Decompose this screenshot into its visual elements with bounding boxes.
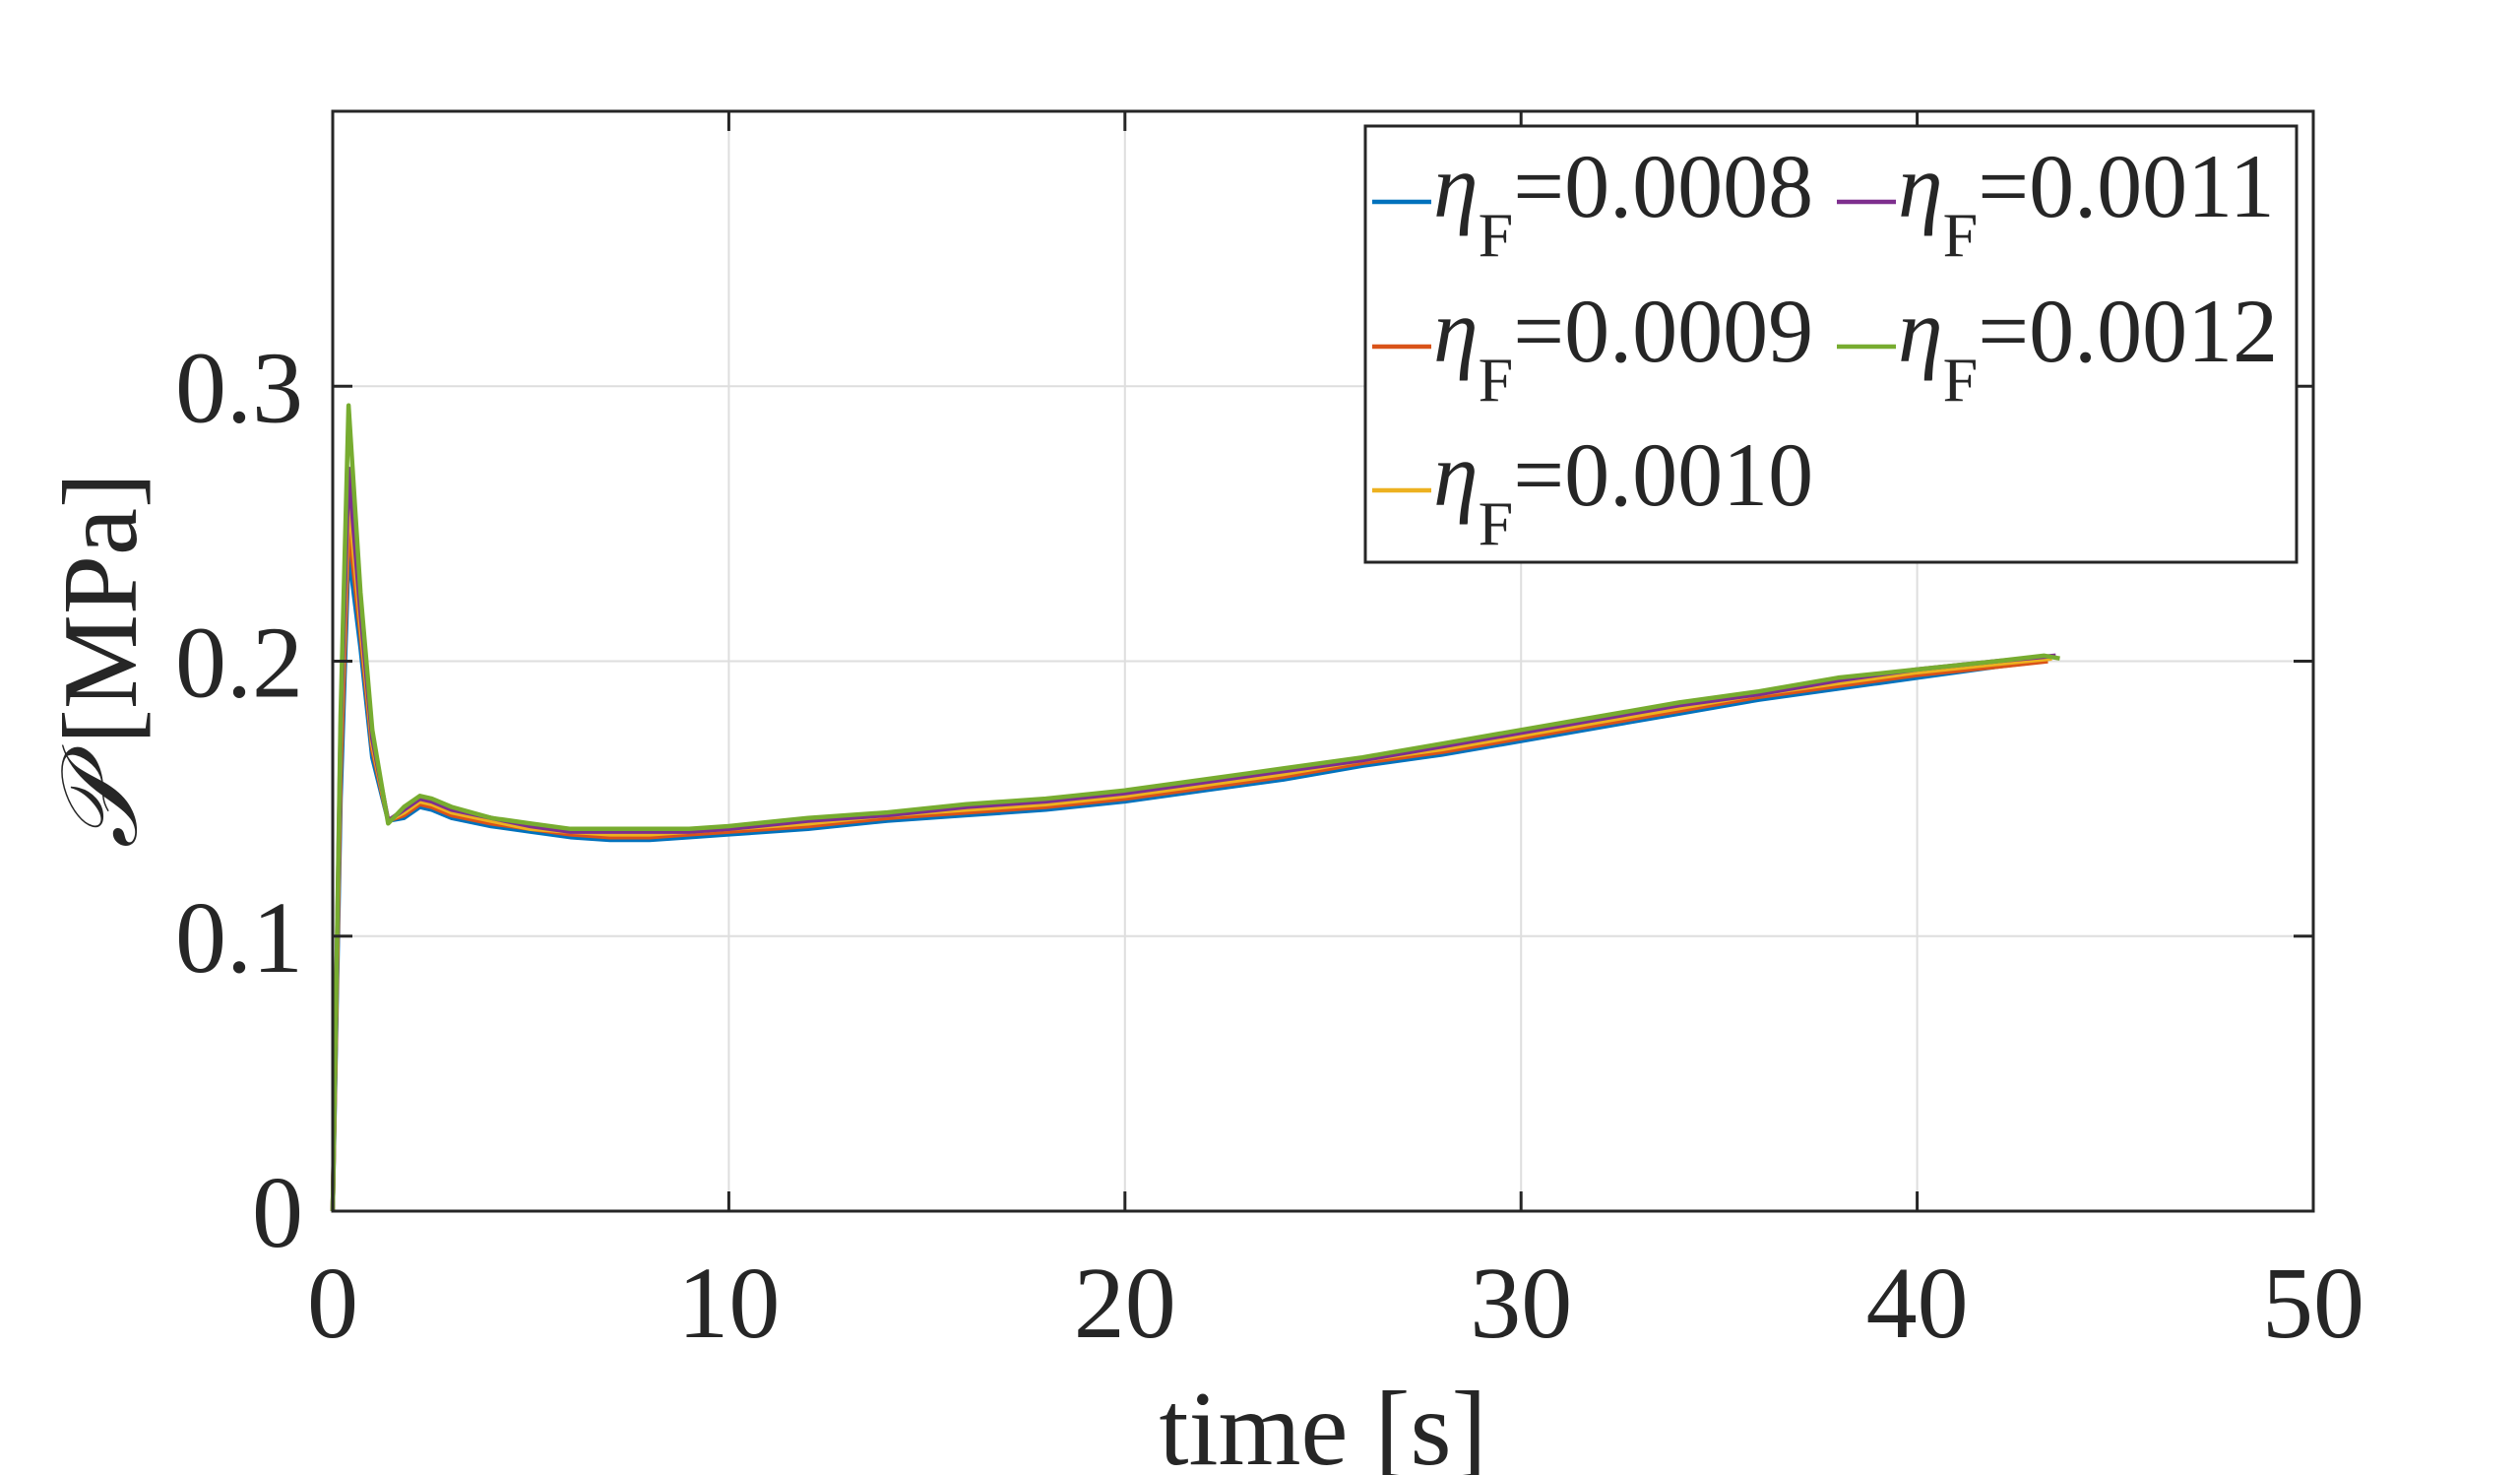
legend-item-4: ηF=0.0011 <box>1837 136 2275 270</box>
legend-value: =0.0009 <box>1513 281 1813 381</box>
legend-label: ηF=0.0009 <box>1433 281 1813 415</box>
x-tick-label: 40 <box>1866 1247 1969 1360</box>
legend-subscript: F <box>1479 345 1514 415</box>
legend-item-5: ηF=0.0012 <box>1837 281 2278 415</box>
legend-label: ηF=0.0010 <box>1433 424 1813 558</box>
legend: ηF=0.0008ηF=0.0009ηF=0.0010ηF=0.0011ηF=0… <box>1363 124 2299 564</box>
legend-symbol: η <box>1433 424 1479 525</box>
y-tick-label: 0 <box>252 1156 303 1269</box>
x-tick-label: 20 <box>1074 1247 1176 1360</box>
y-tick-label: 0.1 <box>175 881 303 994</box>
y-axis-label: 𝒫[MPa] <box>42 473 159 849</box>
legend-symbol: η <box>1898 281 1943 381</box>
legend-subscript: F <box>1479 488 1514 558</box>
legend-label: ηF=0.0012 <box>1898 281 2278 415</box>
legend-value: =0.0011 <box>1978 136 2274 236</box>
legend-value: =0.0012 <box>1978 281 2278 381</box>
x-tick-labels: 0 10 20 30 40 50 <box>307 1247 2364 1360</box>
x-tick-label: 10 <box>677 1247 780 1360</box>
x-axis-label: time [s] <box>1160 1371 1487 1475</box>
x-tick-label: 30 <box>1470 1247 1572 1360</box>
legend-item-3: ηF=0.0010 <box>1372 424 1813 558</box>
legend-label: ηF=0.0011 <box>1898 136 2275 270</box>
legend-subscript: F <box>1943 200 1979 270</box>
plot-lines <box>330 403 2060 1212</box>
legend-symbol: η <box>1433 281 1479 381</box>
legend-box <box>1363 124 2299 564</box>
y-tick-labels: 0 0.1 0.2 0.3 <box>175 331 303 1269</box>
legend-symbol: η <box>1898 136 1943 236</box>
svg-text:𝒫[MPa]: 𝒫[MPa] <box>42 473 159 849</box>
legend-subscript: F <box>1943 345 1979 415</box>
series-line-5 <box>330 403 2060 1212</box>
legend-item-2: ηF=0.0009 <box>1372 281 1813 415</box>
y-axis-unit: [MPa] <box>42 473 159 744</box>
legend-subscript: F <box>1479 200 1514 270</box>
y-tick-label: 0.3 <box>175 331 303 444</box>
legend-item-1: ηF=0.0008 <box>1372 136 1813 270</box>
x-tick-label: 0 <box>307 1247 358 1360</box>
y-tick-label: 0.2 <box>175 607 303 720</box>
legend-value: =0.0008 <box>1513 136 1813 236</box>
x-tick-label: 50 <box>2262 1247 2364 1360</box>
legend-label: ηF=0.0008 <box>1433 136 1813 270</box>
legend-symbol: η <box>1433 136 1479 236</box>
legend-value: =0.0010 <box>1513 424 1813 525</box>
